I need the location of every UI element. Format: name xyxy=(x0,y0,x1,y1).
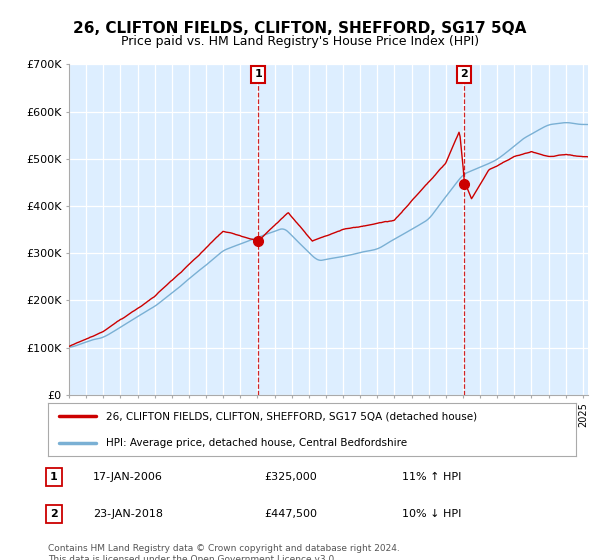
Text: 26, CLIFTON FIELDS, CLIFTON, SHEFFORD, SG17 5QA (detached house): 26, CLIFTON FIELDS, CLIFTON, SHEFFORD, S… xyxy=(106,412,477,422)
Text: 10% ↓ HPI: 10% ↓ HPI xyxy=(402,509,461,519)
Text: 1: 1 xyxy=(254,69,262,80)
Text: Price paid vs. HM Land Registry's House Price Index (HPI): Price paid vs. HM Land Registry's House … xyxy=(121,35,479,48)
Text: £447,500: £447,500 xyxy=(264,509,317,519)
Text: 2: 2 xyxy=(50,509,58,519)
Text: 26, CLIFTON FIELDS, CLIFTON, SHEFFORD, SG17 5QA: 26, CLIFTON FIELDS, CLIFTON, SHEFFORD, S… xyxy=(73,21,527,36)
Text: 17-JAN-2006: 17-JAN-2006 xyxy=(93,472,163,482)
Text: 23-JAN-2018: 23-JAN-2018 xyxy=(93,509,163,519)
Text: £325,000: £325,000 xyxy=(264,472,317,482)
Text: 11% ↑ HPI: 11% ↑ HPI xyxy=(402,472,461,482)
Text: 2: 2 xyxy=(460,69,468,80)
Text: HPI: Average price, detached house, Central Bedfordshire: HPI: Average price, detached house, Cent… xyxy=(106,438,407,448)
Text: Contains HM Land Registry data © Crown copyright and database right 2024.
This d: Contains HM Land Registry data © Crown c… xyxy=(48,544,400,560)
Text: 1: 1 xyxy=(50,472,58,482)
